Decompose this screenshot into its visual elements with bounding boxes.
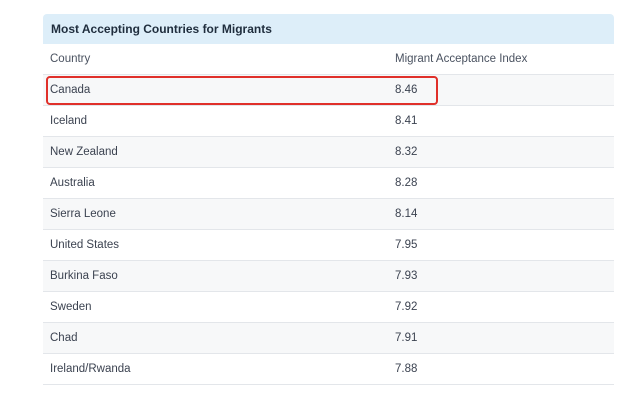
index-cell: 7.88 [395, 363, 418, 375]
table-header-row: Country Migrant Acceptance Index [43, 44, 614, 75]
country-cell: New Zealand [50, 146, 118, 158]
index-cell: 7.92 [395, 301, 418, 313]
country-cell: Burkina Faso [50, 270, 118, 282]
table-row: United States 7.95 [43, 230, 614, 261]
country-cell: Iceland [50, 115, 88, 127]
table-row: Australia 8.28 [43, 168, 614, 199]
table-row: Sweden 7.92 [43, 292, 614, 323]
migrants-table: Most Accepting Countries for Migrants Co… [43, 14, 614, 385]
index-cell: 8.41 [395, 115, 418, 127]
country-cell: Australia [50, 177, 95, 189]
index-cell: 8.28 [395, 177, 418, 189]
country-cell: Chad [50, 332, 78, 344]
table-row: Sierra Leone 8.14 [43, 199, 614, 230]
table-row: Ireland/Rwanda 7.88 [43, 354, 614, 385]
country-cell: Sweden [50, 301, 92, 313]
index-cell: 8.14 [395, 208, 418, 220]
index-cell: 7.91 [395, 332, 418, 344]
country-cell: United States [50, 239, 120, 251]
table-row: New Zealand 8.32 [43, 137, 614, 168]
table-row: Iceland 8.41 [43, 106, 614, 137]
index-cell: 8.32 [395, 146, 418, 158]
table-row: Burkina Faso 7.93 [43, 261, 614, 292]
index-cell: 8.46 [395, 84, 418, 96]
country-cell: Canada [50, 84, 91, 96]
table-title: Most Accepting Countries for Migrants [43, 14, 614, 44]
column-header-index: Migrant Acceptance Index [395, 53, 528, 65]
index-cell: 7.93 [395, 270, 418, 282]
table-row: Chad 7.91 [43, 323, 614, 354]
index-cell: 7.95 [395, 239, 418, 251]
country-cell: Sierra Leone [50, 208, 116, 220]
country-cell: Ireland/Rwanda [50, 363, 131, 375]
column-header-country: Country [50, 53, 91, 65]
table-row: Canada 8.46 [43, 75, 614, 106]
